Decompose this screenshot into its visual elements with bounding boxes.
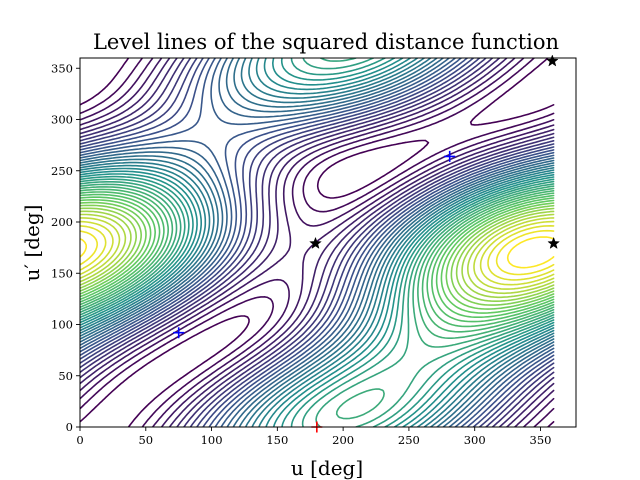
contour-level: [80, 58, 555, 427]
contour-level: [80, 58, 555, 427]
x-tick-label: 350: [530, 433, 552, 447]
y-tick-label: 350: [51, 61, 73, 75]
x-tick-label: 50: [138, 433, 153, 447]
y-tick-label: 150: [51, 266, 73, 280]
contour-level: [80, 236, 555, 269]
y-tick-label: 300: [51, 113, 73, 127]
contour-level: [80, 188, 555, 333]
contour-level: [80, 58, 555, 427]
contour-level: [80, 58, 555, 427]
contour-level: [80, 58, 555, 427]
minimum-marker: [173, 327, 185, 339]
contour-level: [80, 217, 555, 290]
x-tick-label: 200: [332, 433, 354, 447]
contour-level: [80, 204, 555, 306]
y-tick-label: 250: [51, 164, 73, 178]
contour-level: [80, 58, 555, 427]
contour-level: [80, 58, 555, 427]
contour-level: [80, 58, 555, 427]
saddle-marker: [547, 236, 561, 249]
contour-level: [80, 58, 555, 427]
contour-level: [80, 220, 555, 286]
y-axis-ticks: 0 50 100 150 200 250 300 350: [51, 61, 80, 434]
contour-level: [80, 196, 555, 318]
x-tick-label: 250: [398, 433, 420, 447]
contour-level: [80, 213, 555, 295]
x-tick-label: 150: [266, 433, 288, 447]
contour-level: [80, 58, 555, 427]
contour-level: [80, 186, 555, 339]
contour-lines: [80, 58, 555, 427]
y-axis-label: u′ [deg]: [20, 205, 44, 282]
y-tick-label: 0: [66, 420, 73, 434]
contour-level: [80, 210, 555, 299]
y-tick-label: 50: [58, 369, 73, 383]
contour-level: [80, 58, 555, 427]
contour-level: [80, 58, 555, 427]
saddle-marker: [309, 236, 322, 249]
y-tick-label: 200: [51, 215, 73, 229]
contour-level: [80, 58, 555, 427]
x-tick-label: 0: [76, 433, 83, 447]
contour-level: [80, 183, 555, 420]
contour-level: [80, 58, 555, 427]
contour-level: [80, 191, 555, 328]
x-tick-label: 300: [464, 433, 486, 447]
contour-level: [80, 58, 555, 427]
contour-level: [80, 225, 555, 281]
contour-level: [80, 58, 555, 427]
contour-level: [80, 207, 555, 302]
chart-title: Level lines of the squared distance func…: [93, 30, 559, 54]
minimum-marker: [444, 150, 456, 162]
contour-level: [80, 58, 555, 427]
contour-level: [80, 58, 555, 427]
x-tick-label: 100: [201, 433, 223, 447]
contour-level: [80, 193, 555, 323]
contour-level: [80, 229, 555, 276]
plot-frame: [79, 57, 577, 428]
y-tick-label: 100: [51, 318, 73, 332]
contour-level: [80, 58, 555, 427]
saddle-marker: [545, 54, 559, 67]
x-axis-label: u [deg]: [291, 456, 363, 480]
contour-level: [80, 58, 555, 427]
contour-level: [80, 58, 555, 427]
x-axis-ticks: 0 50 100 150 200 250 300 350: [76, 427, 551, 447]
